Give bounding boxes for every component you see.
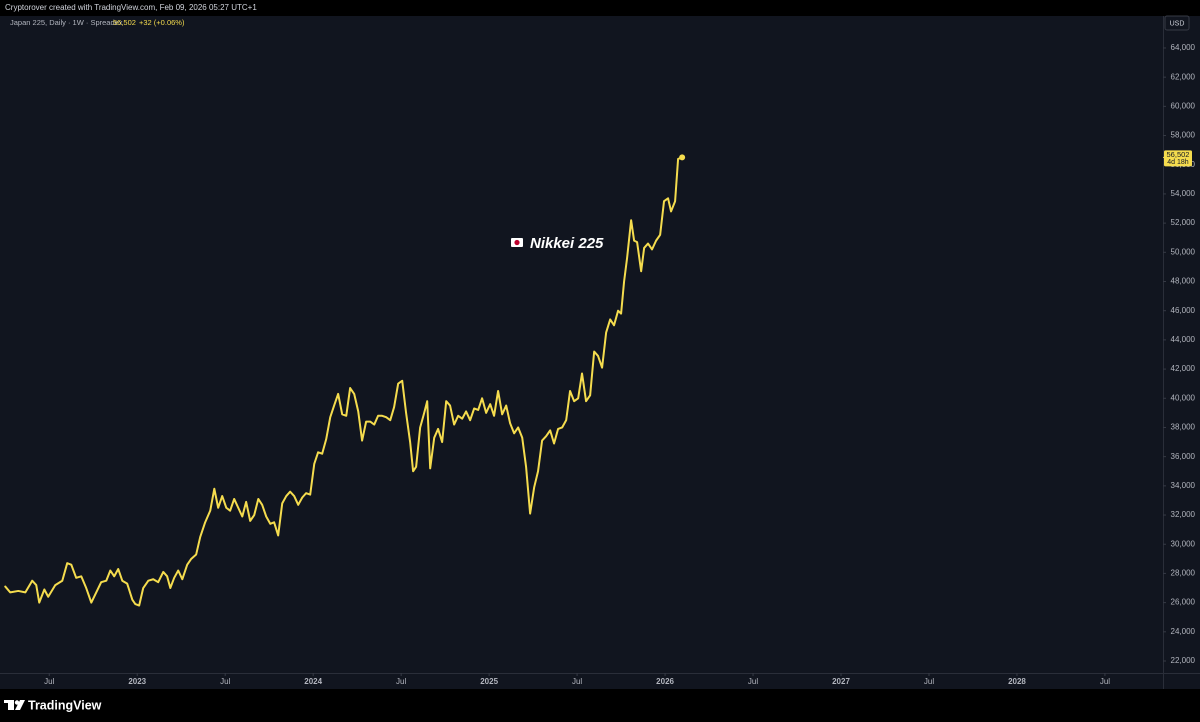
- y-tick-label: 26,000: [1171, 598, 1196, 607]
- annotation: Nikkei 225: [511, 235, 604, 252]
- price-tag-value: 56,502: [1167, 150, 1190, 159]
- footer-brand: TradingView: [28, 698, 102, 712]
- x-tick-label: Jul: [748, 677, 758, 686]
- logo-slash: [15, 700, 25, 710]
- y-tick-label: 62,000: [1171, 72, 1196, 81]
- last-point: [679, 154, 686, 161]
- price-tag-countdown: 4d 18h: [1167, 159, 1189, 166]
- y-tick-label: 32,000: [1171, 510, 1196, 519]
- currency-box[interactable]: [1164, 15, 1190, 31]
- footer-logo: TradingView: [4, 698, 102, 712]
- symbol-info: Japan 225, Daily · 1W · Spreadex: [10, 18, 123, 27]
- y-tick-label: 40,000: [1171, 393, 1196, 402]
- y-tick-label: 30,000: [1171, 539, 1196, 548]
- y-tick-label: 38,000: [1171, 423, 1196, 432]
- y-tick-label: 34,000: [1171, 481, 1196, 490]
- x-tick-label: 2024: [304, 677, 322, 686]
- x-tick-label: 2028: [1008, 677, 1026, 686]
- y-tick-label: 36,000: [1171, 452, 1196, 461]
- chart-background: [0, 16, 1200, 689]
- x-tick-label: 2026: [656, 677, 674, 686]
- y-tick-label: 46,000: [1171, 306, 1196, 315]
- y-tick-label: 64,000: [1171, 43, 1196, 52]
- logo-bar-top: [4, 700, 12, 703]
- x-tick-label: 2025: [480, 677, 498, 686]
- x-tick-label: Jul: [44, 677, 54, 686]
- flag-sun: [514, 239, 520, 246]
- logo-dot: [14, 700, 20, 705]
- y-tick-label: 52,000: [1171, 218, 1196, 227]
- y-tick-label: 60,000: [1171, 101, 1196, 110]
- x-tick-label: Jul: [220, 677, 230, 686]
- x-tick-label: 2023: [128, 677, 146, 686]
- legend-price: 56,502: [113, 18, 136, 27]
- legend-change: +32 (+0.06%): [139, 18, 185, 27]
- annotation-text: Nikkei 225: [530, 235, 604, 252]
- y-tick-label: 22,000: [1171, 656, 1196, 665]
- x-tick-label: Jul: [924, 677, 934, 686]
- y-tick-label: 28,000: [1171, 569, 1196, 578]
- x-tick-label: 2027: [832, 677, 850, 686]
- y-tick-label: 48,000: [1171, 277, 1196, 286]
- price-tag: [1164, 150, 1192, 167]
- price-line: [4, 156, 684, 607]
- currency-label: USD: [1170, 20, 1185, 27]
- y-tick-label: 54,000: [1171, 189, 1196, 198]
- x-tick-label: Jul: [572, 677, 582, 686]
- logo-bar: [8, 700, 14, 710]
- y-tick-label: 50,000: [1171, 247, 1196, 256]
- x-tick-label: Jul: [396, 677, 406, 686]
- y-tick-label: 44,000: [1171, 335, 1196, 344]
- credit: Cryptorover created with TradingView.com…: [5, 3, 257, 12]
- y-tick-label: 24,000: [1171, 627, 1196, 636]
- x-tick-label: Jul: [1100, 677, 1110, 686]
- y-tick-label: 58,000: [1171, 131, 1196, 140]
- y-tick-label: 42,000: [1171, 364, 1196, 373]
